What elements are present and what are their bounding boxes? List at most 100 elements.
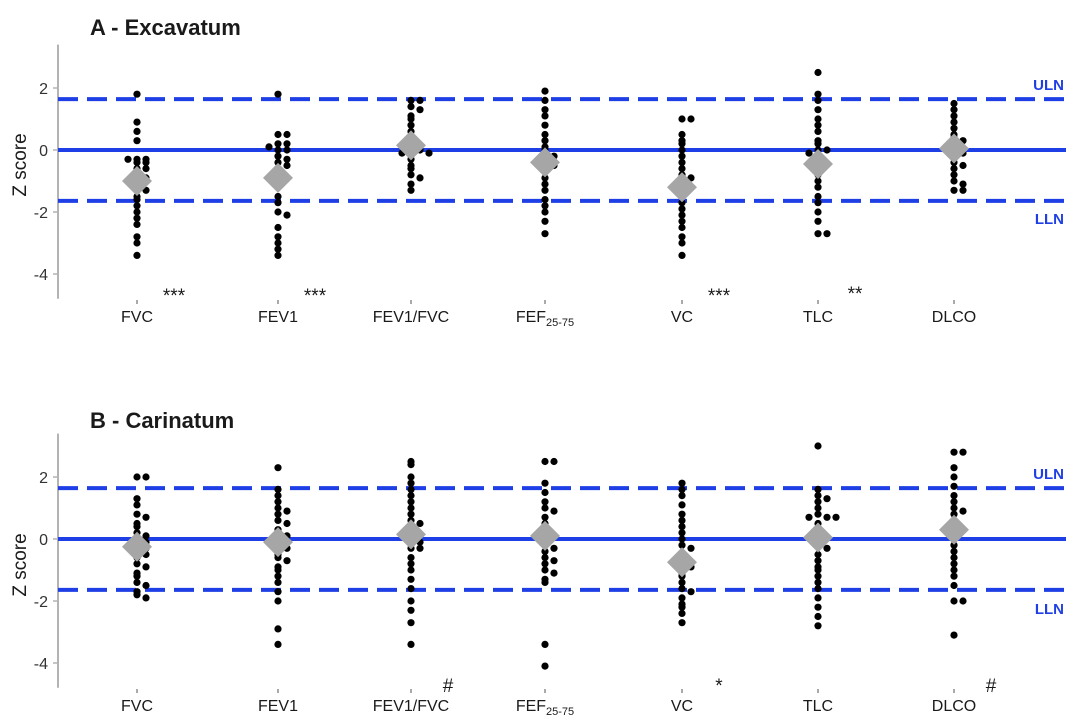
panel-b-data-point: [687, 588, 695, 596]
panel-b-data-point: [823, 544, 831, 552]
panel-b-data-point: [274, 485, 282, 493]
panel-a-data-point: [416, 106, 424, 114]
panel-b-data-point: [541, 566, 549, 574]
panel-a-data-point: [678, 130, 686, 139]
panel-a-significance-marker: **: [848, 284, 863, 305]
panel-a-data-point: [133, 214, 141, 222]
panel-b-data-point: [678, 603, 686, 611]
panel-b-mean-marker: [530, 520, 560, 551]
panel-b-data-point: [407, 597, 415, 605]
panel-b-data-point: [416, 544, 424, 552]
panel-b-data-point: [959, 448, 967, 456]
panel-b-mean-marker: [396, 519, 426, 550]
panel-b-data-point: [550, 544, 558, 552]
panel-a-mean-marker: [396, 130, 426, 161]
panel-b-mean-marker: [122, 531, 152, 562]
panel-b-data-point: [805, 513, 813, 521]
panel-b-data-point: [133, 572, 141, 580]
panel-b-mean-marker: [803, 522, 833, 553]
panel-b-data-point: [133, 473, 141, 481]
panel-a-data-point: [950, 106, 958, 114]
panel-a-mean-marker: [667, 172, 697, 203]
panel-b-data-point: [814, 594, 822, 602]
panel-b-data-point: [950, 566, 958, 574]
panel-a-data-point: [950, 112, 958, 120]
panel-b-uln-label: ULN: [1033, 466, 1064, 483]
panel-b-data-point: [814, 550, 822, 559]
panel-b-x-tick-label: FEV1/FVC: [373, 698, 449, 715]
panel-a-data-point: [541, 202, 549, 210]
panel-a-data-point: [814, 217, 822, 225]
panel-b-data-point: [274, 492, 282, 500]
panel-b-data-point: [678, 501, 686, 509]
panel-b-data-point: [133, 495, 141, 503]
panel-a-data-point: [283, 140, 291, 148]
panel-b-data-point: [407, 619, 415, 627]
panel-a-data-point: [541, 106, 549, 114]
panel-b-data-point: [950, 560, 958, 568]
panel-a-significance-marker: ***: [163, 286, 186, 307]
panel-b-data-point: [814, 566, 822, 574]
panel-b-data-point: [541, 547, 549, 556]
panel-b-data-point: [678, 609, 686, 618]
panel-b-data-point: [814, 510, 822, 518]
panel-b-data-point: [959, 507, 967, 515]
panel-a-lln-label: LLN: [1035, 211, 1064, 228]
panel-b-data-point: [274, 566, 282, 574]
panel-a-data-point: [805, 149, 813, 157]
panel-b-data-point: [407, 479, 415, 487]
panel-b-data-point: [407, 485, 415, 493]
panel-a-data-point: [407, 121, 415, 129]
panel-a-x-tick-label: VC: [671, 309, 693, 326]
panel-b-data-point: [274, 498, 282, 506]
panel-a-x-tick-label: FVC: [121, 309, 153, 326]
panel-b-data-point: [814, 504, 822, 512]
panel-a-data-point: [678, 217, 686, 225]
panel-a-data-point: [823, 146, 831, 154]
panel-b-data-point: [814, 612, 822, 621]
panel-a-data-point: [274, 208, 282, 216]
panel-a-data-point: [814, 121, 822, 129]
panel-a-data-point: [274, 251, 282, 259]
panel-b-data-point: [550, 569, 558, 577]
panel-a-data-point: [142, 158, 150, 166]
panel-a-data-point: [678, 115, 686, 123]
panel-a-data-point: [274, 239, 282, 247]
panel-a-data-point: [407, 115, 415, 123]
panel-b-data-point: [823, 513, 831, 521]
panel-b-x-tick-label: FEV1: [258, 698, 298, 715]
panel-b-data-point: [541, 488, 549, 497]
panel-a-data-point: [274, 199, 282, 207]
panel-b-data-point: [678, 492, 686, 500]
panel-b-significance-marker: #: [986, 676, 997, 697]
panel-a-data-point: [814, 230, 822, 238]
panel-b-data-point: [678, 578, 686, 587]
panel-b-data-point: [407, 606, 415, 614]
panel-b-data-point: [814, 498, 822, 506]
panel-a-x-tick-label: TLC: [803, 309, 833, 326]
panel-b-title: B - Carinatum: [90, 408, 234, 433]
panel-b-data-point: [274, 572, 282, 580]
panel-a-data-point: [814, 140, 822, 148]
panel-a-data-point: [416, 96, 424, 104]
panel-b-data-point: [550, 507, 558, 515]
panel-b-data-point: [687, 544, 695, 552]
panel-a-mean-marker: [122, 166, 152, 196]
panel-a-data-point: [541, 186, 549, 194]
panel-b-data-point: [950, 631, 958, 639]
panel-a-data-point: [274, 158, 282, 166]
panel-a-data-point: [814, 115, 822, 123]
panel-b-data-point: [814, 442, 822, 450]
panel-b-data-point: [541, 504, 549, 512]
panel-b-y-tick-label: 0: [39, 532, 48, 549]
panel-b-data-point: [678, 535, 686, 543]
panel-a-data-point: [959, 186, 967, 194]
panel-a-data-point: [678, 165, 686, 173]
panel-a-data-point: [950, 186, 958, 194]
panel-b-data-point: [950, 541, 958, 549]
panel-a-data-point: [274, 233, 282, 241]
panel-b-data-point: [407, 640, 415, 649]
panel-b-data-point: [832, 513, 840, 521]
